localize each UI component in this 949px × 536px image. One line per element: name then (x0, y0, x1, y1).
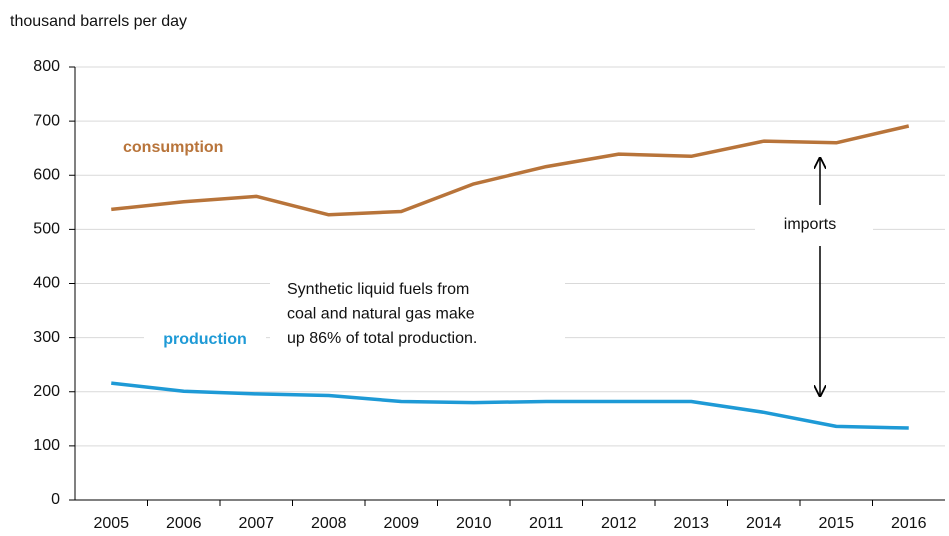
label-bg (144, 328, 266, 352)
x-tick-label: 2016 (891, 515, 927, 532)
x-tick-label: 2011 (529, 515, 564, 532)
note-bg (270, 274, 565, 354)
note-line: coal and natural gas make (287, 306, 475, 323)
note-line: up 86% of total production. (287, 330, 477, 347)
series-label: production (163, 331, 247, 348)
y-tick-label: 0 (51, 491, 60, 508)
x-tick-label: 2012 (601, 515, 637, 532)
x-tick-label: 2006 (166, 515, 202, 532)
x-tick-label: 2013 (673, 515, 709, 532)
y-axis-label: thousand barrels per day (10, 13, 187, 30)
x-tick-label: 2015 (818, 515, 854, 532)
y-tick-label: 500 (33, 221, 60, 238)
x-tick-label: 2014 (746, 515, 782, 532)
imports-label: imports (784, 216, 836, 233)
y-tick-label: 700 (33, 112, 60, 129)
series-line (111, 124, 910, 217)
x-tick-label: 2005 (93, 515, 129, 532)
series-label: consumption (123, 139, 223, 156)
series-line (111, 381, 909, 430)
y-tick-label: 600 (33, 166, 60, 183)
x-tick-label: 2008 (311, 515, 347, 532)
y-tick-label: 200 (33, 383, 60, 400)
x-tick-label: 2007 (238, 515, 274, 532)
y-tick-label: 400 (33, 275, 60, 292)
x-tick-label: 2010 (456, 515, 492, 532)
y-tick-label: 800 (33, 58, 60, 75)
note-line: Synthetic liquid fuels from (287, 281, 469, 298)
y-tick-label: 300 (33, 329, 60, 346)
x-tick-label: 2009 (383, 515, 419, 532)
imports-bg (755, 210, 873, 240)
y-tick-label: 100 (33, 437, 60, 454)
